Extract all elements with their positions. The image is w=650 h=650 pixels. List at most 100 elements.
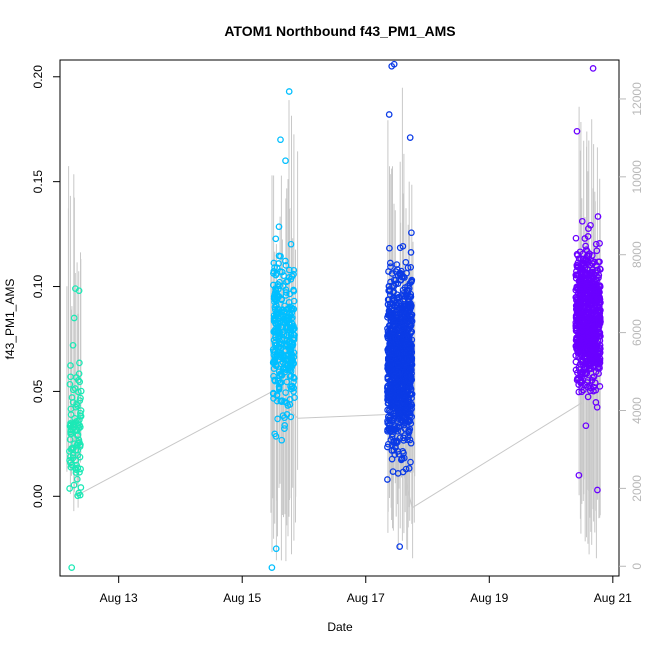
data-point [386,244,393,252]
data-point [400,410,408,418]
data-point [67,421,75,428]
data-point [279,306,286,313]
data-point [596,332,603,340]
data-point [384,348,392,356]
data-point [390,297,398,304]
data-point [77,387,85,395]
data-point [407,345,415,353]
data-point [389,430,396,438]
data-point [66,457,73,464]
data-point [268,564,276,571]
data-point [281,355,288,363]
data-point [395,412,402,420]
data-point [277,340,285,348]
data-point [269,390,277,398]
data-point [75,436,83,444]
y-tick-label: 0.00 [31,484,45,508]
data-point [578,265,586,273]
data-point [73,461,80,469]
data-point [394,408,402,416]
x-tick-label: Aug 13 [100,591,138,605]
data-point [591,379,599,387]
data-point [390,416,398,423]
data-point [592,399,600,406]
data-point [595,370,602,377]
data-point [68,564,76,571]
data-point [408,413,416,421]
data-point [288,304,296,312]
data-point [574,369,581,377]
data-point [75,287,83,295]
data-point [407,458,414,466]
data-point [573,335,580,343]
data-point [592,276,600,283]
data-point [72,469,80,476]
data-point [573,250,581,258]
data-point [77,412,85,420]
data-point [589,266,596,274]
data-point [271,356,279,363]
y2-tick-label: 4000 [630,397,644,424]
data-point [400,364,407,371]
y-tick-label: 0.20 [31,65,45,89]
data-point [585,346,593,353]
data-point [70,314,78,322]
data-point [584,393,592,401]
data-point [273,391,281,399]
data-point [590,373,598,381]
data-point [573,326,581,334]
data-point [287,346,295,354]
data-point [73,475,81,483]
data-point [583,275,591,283]
data-point [596,383,604,390]
data-point [592,240,600,248]
data-point [290,388,297,395]
count-connector-line [75,390,583,509]
data-point [400,310,408,318]
data-point [282,289,290,296]
series-aug-12 [66,285,85,571]
data-point [286,364,293,372]
data-point [390,398,397,405]
data-point [583,326,590,334]
data-point [408,277,415,285]
data-point [274,326,282,334]
data-point [595,258,602,266]
x-tick-label: Aug 21 [594,591,632,605]
data-point [396,269,404,277]
data-point [393,378,401,385]
series-aug-17 [384,60,416,550]
data-point [572,234,580,242]
data-point [276,319,284,327]
data-point [579,357,587,365]
data-point [277,136,284,144]
data-point [395,450,403,458]
data-point [578,351,585,359]
data-point [387,389,394,397]
data-point [573,127,581,135]
data-point [390,60,398,68]
data-point [582,242,589,250]
data-point [66,447,73,455]
y2-tick-label: 10000 [630,160,644,194]
data-point [275,385,283,392]
data-point [596,309,604,317]
data-point [72,403,80,411]
y-tick-label: 0.15 [31,170,45,194]
data-point [406,403,414,411]
data-point [77,409,84,417]
data-point [572,358,580,366]
data-point [592,359,600,367]
data-point [279,283,287,290]
data-point [407,249,415,256]
data-point [579,334,587,342]
y-axis-label: f43_PM1_AMS [3,279,17,360]
y2-tick-label: 8000 [630,241,644,268]
data-point [396,299,404,306]
data-point [406,436,414,444]
data-point [76,468,83,476]
data-point [287,240,295,248]
data-point [277,397,285,405]
data-point [396,543,404,550]
data-point [397,302,405,310]
